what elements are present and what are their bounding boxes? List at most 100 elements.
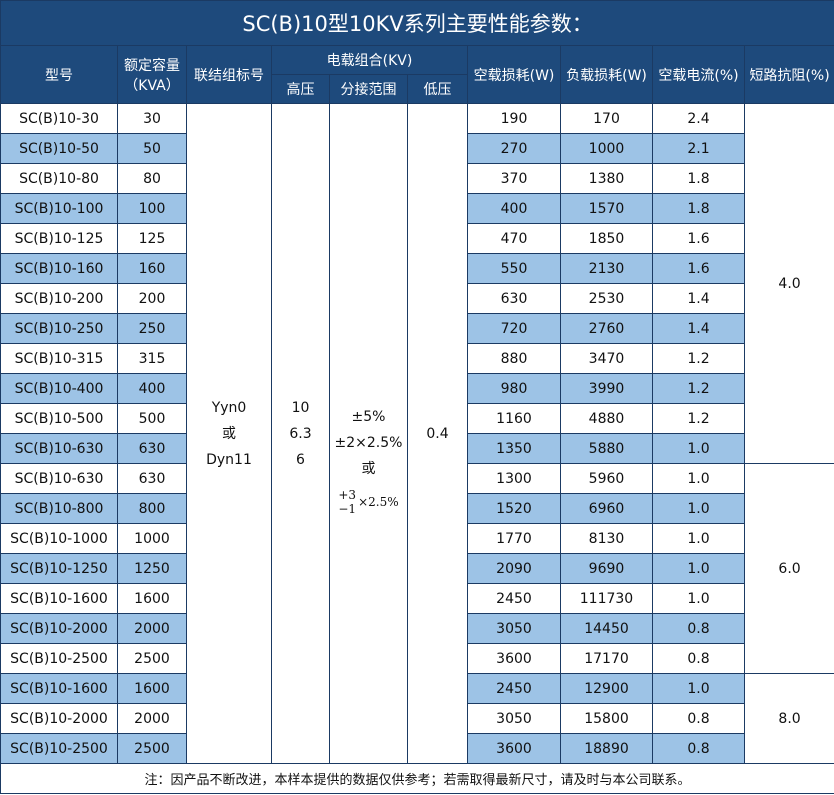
cell-no-load-current: 1.0 [652,493,745,524]
table-row: SC(B)10-1250 1250 2090 9690 1.0 [0,553,834,584]
table-row: SC(B)10-160 160 550 2130 1.6 [0,253,834,284]
cell-no-load-loss: 400 [467,193,561,224]
cell-load-loss: 5880 [560,433,653,464]
cell-model: SC(B)10-80 [0,163,118,194]
cell-capacity: 2500 [117,733,187,764]
table-row: SC(B)10-800 800 1520 6960 1.0 [0,493,834,524]
cell-load-loss: 2130 [560,253,653,284]
cell-capacity: 250 [117,313,187,344]
cell-capacity: 500 [117,403,187,434]
cell-impedance: 4.0 [743,103,834,464]
cell-load-loss: 1850 [560,223,653,254]
table-row: SC(B)10-1000 1000 1770 8130 1.0 [0,523,834,554]
cell-no-load-loss: 470 [467,223,561,254]
cell-load-loss: 9690 [560,553,653,584]
cell-load-loss: 18890 [560,733,653,764]
cell-model: SC(B)10-630 [0,463,118,494]
header-voltage-group: 电载组合(KV) [271,45,468,75]
tap-fraction: +3 −1 ×2.5% [338,487,399,516]
cell-model: SC(B)10-250 [0,313,118,344]
cell-no-load-current: 1.2 [652,343,745,374]
table-row: SC(B)10-400 400 980 3990 1.2 [0,373,834,404]
table-row: SC(B)10-80 80 370 1380 1.8 [0,163,834,194]
cell-tap: ±5% ±2×2.5% 或 +3 −1 ×2.5% [329,103,408,764]
table-row: SC(B)10-630 630 1300 5960 1.0 6.0 [0,463,834,674]
cell-capacity: 80 [117,163,187,194]
cell-load-loss: 2760 [560,313,653,344]
cell-model: SC(B)10-800 [0,493,118,524]
cell-capacity: 1600 [117,673,187,704]
cell-model: SC(B)10-1000 [0,523,118,554]
cell-model: SC(B)10-400 [0,373,118,404]
cell-no-load-loss: 2090 [467,553,561,584]
cell-capacity: 2500 [117,643,187,674]
cell-no-load-current: 1.8 [652,193,745,224]
header-connection: 联结组标号 [186,45,272,104]
cell-no-load-loss: 880 [467,343,561,374]
cell-load-loss: 1000 [560,133,653,164]
cell-no-load-loss: 630 [467,283,561,314]
cell-load-loss: 17170 [560,643,653,674]
cell-capacity: 315 [117,343,187,374]
cell-capacity: 2000 [117,613,187,644]
cell-no-load-current: 1.4 [652,283,745,314]
cell-capacity: 100 [117,193,187,224]
cell-capacity: 160 [117,253,187,284]
cell-load-loss: 111730 [560,583,653,614]
table-row: SC(B)10-125 125 470 1850 1.6 [0,223,834,254]
cell-model: SC(B)10-2000 [0,703,118,734]
cell-no-load-current: 2.1 [652,133,745,164]
cell-model: SC(B)10-1600 [0,673,118,704]
cell-capacity: 1250 [117,553,187,584]
cell-model: SC(B)10-160 [0,253,118,284]
table-row: SC(B)10-1600 1600 2450 12900 1.0 8.0 [0,673,834,764]
cell-connection: Yyn0 或 Dyn11 [186,103,272,764]
cell-load-loss: 3470 [560,343,653,374]
cell-no-load-current: 0.8 [652,703,745,734]
cell-no-load-current: 1.6 [652,223,745,254]
table-row: SC(B)10-2500 2500 3600 18890 0.8 [0,733,834,764]
header-model: 型号 [0,45,118,104]
cell-no-load-loss: 270 [467,133,561,164]
header-no-load-current: 空载电流(%) [652,45,745,104]
cell-no-load-loss: 370 [467,163,561,194]
cell-no-load-current: 2.4 [652,103,745,134]
cell-model: SC(B)10-630 [0,433,118,464]
cell-no-load-loss: 3050 [467,703,561,734]
cell-no-load-current: 1.4 [652,313,745,344]
cell-no-load-loss: 2450 [467,583,561,614]
cell-capacity: 1000 [117,523,187,554]
table-row: SC(B)10-30 30 Yyn0 或 Dyn11 10 6.3 6 ±5% ±2×2.5% 或 +… [0,103,834,764]
cell-no-load-loss: 3600 [467,643,561,674]
cell-no-load-current: 1.0 [652,673,745,704]
header-lv: 低压 [407,74,468,104]
table-row: SC(B)10-250 250 720 2760 1.4 [0,313,834,344]
cell-hv: 10 6.3 6 [271,103,330,764]
header-load-loss: 负载损耗(W) [560,45,653,104]
cell-no-load-loss: 980 [467,373,561,404]
table-title: SC(B)10型10KV系列主要性能参数： [0,0,834,46]
cell-model: SC(B)10-30 [0,103,118,134]
cell-no-load-current: 1.0 [652,583,745,614]
cell-load-loss: 4880 [560,403,653,434]
cell-capacity: 630 [117,433,187,464]
table-row: SC(B)10-2500 2500 3600 17170 0.8 [0,643,834,674]
cell-model: SC(B)10-125 [0,223,118,254]
cell-no-load-loss: 1160 [467,403,561,434]
table-row: SC(B)10-50 50 270 1000 2.1 [0,133,834,164]
cell-model: SC(B)10-50 [0,133,118,164]
cell-model: SC(B)10-2500 [0,733,118,764]
cell-no-load-current: 1.2 [652,373,745,404]
table-row: SC(B)10-200 200 630 2530 1.4 [0,283,834,314]
cell-capacity: 400 [117,373,187,404]
cell-no-load-current: 1.0 [652,553,745,584]
cell-model: SC(B)10-2500 [0,643,118,674]
cell-no-load-loss: 1300 [467,463,561,494]
cell-load-loss: 5960 [560,463,653,494]
header-impedance: 短路抗阻(%) [743,45,834,104]
cell-no-load-loss: 1520 [467,493,561,524]
cell-load-loss: 14450 [560,613,653,644]
cell-no-load-current: 1.2 [652,403,745,434]
cell-no-load-loss: 720 [467,313,561,344]
cell-model: SC(B)10-1600 [0,583,118,614]
